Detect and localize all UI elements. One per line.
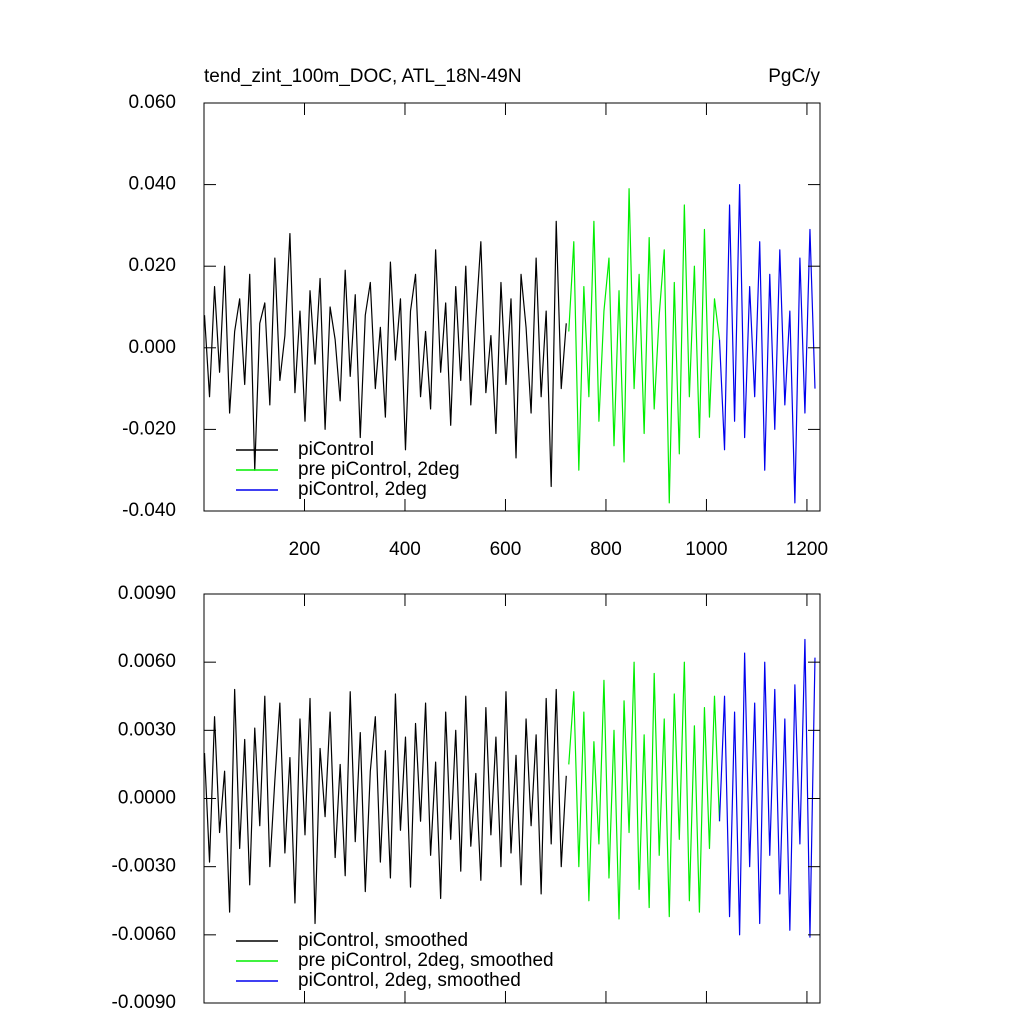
x-tick-label: 800 <box>590 539 622 560</box>
plot-frame <box>203 102 821 512</box>
y-tick-label: 0.060 <box>128 92 176 113</box>
legend-label: piControl, 2deg, smoothed <box>298 970 521 991</box>
x-tick-label: 1200 <box>786 539 828 560</box>
x-tick-label: 600 <box>490 539 522 560</box>
legend-label: pre piControl, 2deg <box>298 459 460 480</box>
y-tick-label: -0.040 <box>122 500 176 521</box>
chart-title: tend_zint_100m_DOC, ATL_18N-49N <box>204 66 522 87</box>
y-tick-label: -0.0030 <box>112 856 176 877</box>
y-tick-label: 0.0000 <box>118 788 176 809</box>
plot-frame <box>203 593 821 1004</box>
legend-label: piControl, 2deg <box>298 479 427 500</box>
y-tick-label: 0.040 <box>128 174 176 195</box>
x-tick-label: 200 <box>289 539 321 560</box>
legend-label: piControl, smoothed <box>298 930 468 951</box>
y-tick-label: -0.0090 <box>112 992 176 1013</box>
x-tick-label: 1000 <box>685 539 727 560</box>
x-tick-label: 400 <box>389 539 421 560</box>
y-tick-label: 0.000 <box>128 337 176 358</box>
y-tick-label: 0.0060 <box>118 651 176 672</box>
y-tick-label: 0.0030 <box>118 719 176 740</box>
series-line <box>203 220 567 488</box>
y-tick-label: -0.020 <box>122 418 176 439</box>
legend-label: pre piControl, 2deg, smoothed <box>298 950 554 971</box>
y-tick-label: 0.0090 <box>118 583 176 604</box>
series-line <box>568 188 721 504</box>
series-line <box>718 184 816 504</box>
series-line <box>568 661 721 920</box>
units-label: PgC/y <box>768 66 820 87</box>
series-line <box>718 638 816 938</box>
y-tick-label: -0.0060 <box>112 924 176 945</box>
series-line <box>203 688 567 925</box>
legend-label: piControl <box>298 439 374 460</box>
y-tick-label: 0.020 <box>128 255 176 276</box>
